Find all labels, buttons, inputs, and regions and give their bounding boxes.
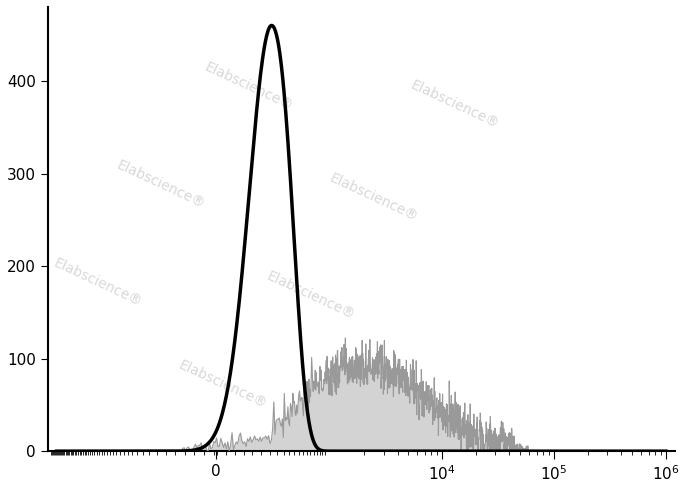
- Text: Elabscience®: Elabscience®: [265, 269, 358, 322]
- Text: Elabscience®: Elabscience®: [114, 158, 207, 211]
- Text: Elabscience®: Elabscience®: [202, 60, 295, 114]
- Text: Elabscience®: Elabscience®: [327, 172, 420, 224]
- Text: Elabscience®: Elabscience®: [177, 358, 270, 411]
- Text: Elabscience®: Elabscience®: [409, 78, 502, 131]
- Text: Elabscience®: Elabscience®: [52, 256, 144, 309]
